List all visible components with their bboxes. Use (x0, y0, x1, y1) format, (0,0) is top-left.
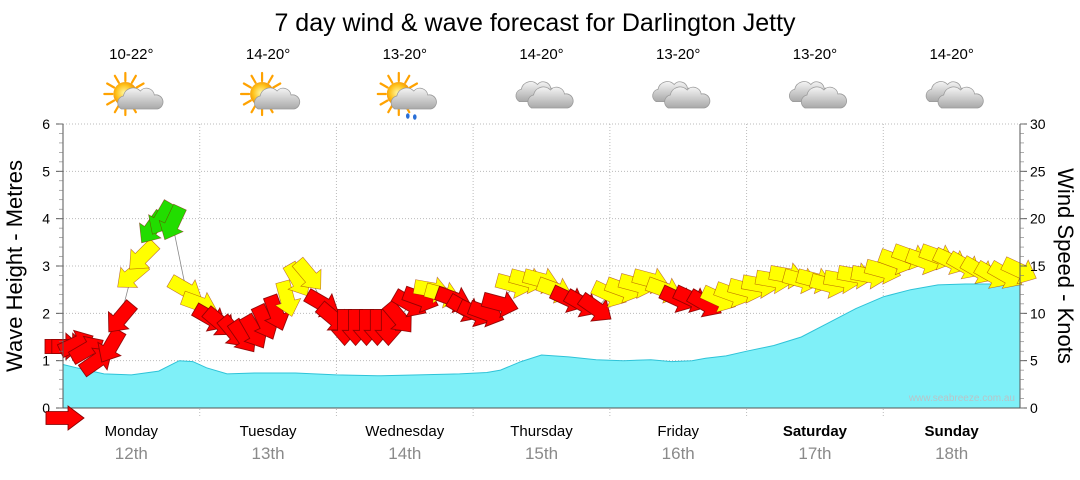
sun-cloud-icon (103, 71, 164, 117)
day-date-label: 17th (798, 444, 831, 463)
sun-ray (272, 82, 282, 89)
wave-height-area (63, 284, 1020, 408)
left-tick-label: 1 (42, 353, 50, 369)
wind-arrow (107, 299, 138, 333)
sun-ray (387, 74, 394, 84)
sun-ray (113, 74, 120, 84)
sun-ray (379, 82, 389, 89)
wind-arrow (262, 293, 291, 331)
left-axis-label: Wave Height - Metres (2, 160, 27, 372)
temperature-label: 13-20° (656, 46, 700, 63)
sun-ray (250, 74, 257, 84)
wind-arrow (291, 256, 322, 290)
legend-wind-arrow (45, 405, 85, 431)
sun-ray (106, 82, 116, 89)
cloud-shape (117, 87, 164, 110)
right-axis-label: Wind Speed - Knots (1053, 168, 1078, 364)
cloud-icon (652, 81, 711, 109)
sun-ray (135, 82, 145, 89)
sun-ray (408, 82, 419, 89)
day-date-label: 16th (662, 444, 695, 463)
day-name-label: Sunday (925, 423, 980, 440)
cloud-shape (390, 87, 437, 110)
day-name-label: Wednesday (365, 423, 444, 440)
wave-height-line (62, 283, 1020, 377)
day-date-label: 12th (115, 444, 148, 463)
rain-drop (405, 113, 410, 119)
left-tick-label: 4 (42, 211, 50, 227)
chart-title: 7 day wind & wave forecast for Darlingto… (274, 9, 796, 37)
temperature-label: 14-20° (519, 46, 563, 63)
right-tick-label: 10 (1030, 305, 1046, 321)
sun-cloud-icon (239, 71, 301, 117)
cloud-shape (800, 86, 847, 109)
day-name-label: Tuesday (240, 423, 297, 440)
right-tick-label: 30 (1030, 116, 1046, 132)
right-tick-label: 20 (1030, 211, 1046, 227)
cloud-shape (664, 86, 711, 109)
cloud-icon (789, 81, 847, 109)
sun-ray (130, 74, 137, 84)
cloud-shape (527, 86, 574, 109)
right-tick-label: 5 (1030, 353, 1038, 369)
watermark: www.seabreeze.com.au (908, 393, 1015, 404)
day-name-label: Saturday (783, 423, 848, 440)
right-tick-label: 25 (1030, 163, 1046, 179)
temperature-label: 13-20° (383, 46, 427, 63)
day-date-label: 14th (388, 444, 421, 463)
sun-ray (267, 74, 274, 84)
wind-arrow (576, 291, 612, 322)
temperature-label: 14-20° (929, 46, 973, 63)
sun-ray (379, 99, 389, 106)
left-tick-label: 2 (42, 305, 50, 321)
wind-arrow (274, 279, 302, 317)
day-date-label: 15th (525, 444, 558, 463)
day-name-label: Thursday (510, 423, 573, 440)
cloud-shape (937, 86, 984, 109)
sun-ray (242, 82, 252, 89)
temperature-label: 10-22° (109, 46, 153, 63)
cloud-icon (925, 81, 984, 109)
sun-cloud-rain-icon (376, 71, 437, 120)
wind-arrow (158, 203, 187, 241)
wind-arrow (1000, 256, 1037, 285)
rain-drop (412, 114, 417, 120)
left-tick-label: 3 (42, 258, 50, 274)
right-tick-label: 15 (1030, 258, 1046, 274)
temperature-label: 13-20° (793, 46, 837, 63)
cloud-icon (515, 81, 574, 109)
wind-arrow (480, 290, 519, 319)
sun-ray (106, 99, 116, 106)
day-name-label: Monday (105, 423, 159, 440)
right-tick-label: 0 (1030, 400, 1038, 416)
day-date-label: 18th (935, 444, 968, 463)
cloud-shape (254, 87, 301, 110)
day-date-label: 13th (252, 444, 285, 463)
left-tick-label: 0 (42, 400, 50, 416)
left-tick-label: 5 (42, 163, 50, 179)
left-tick-label: 6 (42, 116, 50, 132)
sun-ray (404, 74, 411, 84)
day-name-label: Friday (657, 423, 699, 440)
temperature-label: 14-20° (246, 46, 290, 63)
sun-ray (242, 99, 252, 106)
